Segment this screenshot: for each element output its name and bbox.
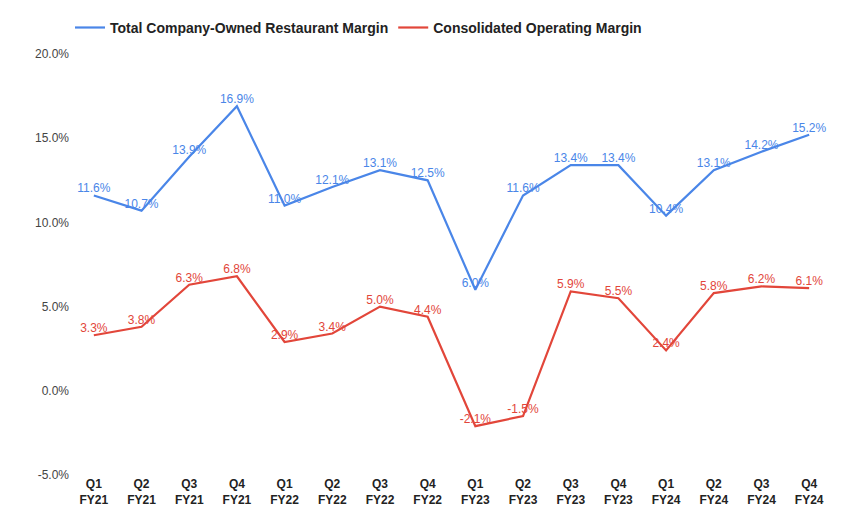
svg-text:Q3FY21: Q3FY21	[175, 477, 204, 507]
svg-text:6.8%: 6.8%	[223, 262, 251, 276]
svg-text:Q2FY21: Q2FY21	[127, 477, 156, 507]
svg-text:6.2%: 6.2%	[748, 272, 776, 286]
svg-text:-1.5%: -1.5%	[507, 402, 539, 416]
svg-text:10.7%: 10.7%	[125, 197, 159, 211]
svg-text:6.0%: 6.0%	[462, 276, 490, 290]
svg-text:14.2%: 14.2%	[744, 138, 778, 152]
svg-text:13.1%: 13.1%	[363, 156, 397, 170]
svg-text:3.8%: 3.8%	[128, 313, 156, 327]
svg-text:12.1%: 12.1%	[315, 173, 349, 187]
svg-text:12.5%: 12.5%	[411, 166, 445, 180]
svg-text:Q4FY23: Q4FY23	[604, 477, 633, 507]
svg-text:11.6%: 11.6%	[77, 181, 110, 195]
svg-text:5.8%: 5.8%	[700, 279, 728, 293]
svg-text:Q3FY22: Q3FY22	[366, 477, 395, 507]
svg-text:13.9%: 13.9%	[172, 143, 206, 157]
svg-text:Q2FY22: Q2FY22	[318, 477, 347, 507]
svg-text:2.4%: 2.4%	[652, 336, 680, 350]
svg-text:Consolidated Operating Margin: Consolidated Operating Margin	[433, 20, 641, 36]
svg-text:-2.1%: -2.1%	[460, 412, 492, 426]
svg-text:Q3FY24: Q3FY24	[747, 477, 776, 507]
svg-text:Q4FY22: Q4FY22	[413, 477, 442, 507]
svg-text:Q3FY23: Q3FY23	[556, 477, 585, 507]
svg-text:3.3%: 3.3%	[80, 321, 108, 335]
svg-text:Q2FY23: Q2FY23	[509, 477, 538, 507]
svg-text:20.0%: 20.0%	[35, 47, 69, 61]
svg-text:Q4FY24: Q4FY24	[795, 477, 824, 507]
svg-text:10.4%: 10.4%	[649, 202, 683, 216]
svg-text:5.0%: 5.0%	[42, 300, 70, 314]
svg-text:11.6%: 11.6%	[506, 181, 539, 195]
svg-text:-5.0%: -5.0%	[38, 468, 70, 482]
svg-text:5.9%: 5.9%	[557, 277, 585, 291]
svg-text:Q1FY23: Q1FY23	[461, 477, 490, 507]
svg-text:11.0%: 11.0%	[268, 192, 301, 206]
svg-text:5.5%: 5.5%	[605, 284, 633, 298]
svg-text:13.1%: 13.1%	[697, 156, 731, 170]
svg-text:Q2FY24: Q2FY24	[699, 477, 728, 507]
svg-text:15.2%: 15.2%	[792, 121, 826, 135]
svg-text:10.0%: 10.0%	[35, 216, 69, 230]
svg-text:15.0%: 15.0%	[35, 131, 69, 145]
svg-text:Q1FY22: Q1FY22	[270, 477, 299, 507]
svg-text:Total Company-Owned Restaurant: Total Company-Owned Restaurant Margin	[110, 20, 388, 36]
svg-text:0.0%: 0.0%	[42, 384, 70, 398]
svg-text:Q1FY24: Q1FY24	[652, 477, 681, 507]
svg-text:16.9%: 16.9%	[220, 92, 254, 106]
svg-text:4.4%: 4.4%	[414, 303, 442, 317]
svg-text:Q1FY21: Q1FY21	[79, 477, 108, 507]
svg-text:3.4%: 3.4%	[319, 320, 347, 334]
svg-text:2.9%: 2.9%	[271, 328, 299, 342]
svg-text:6.3%: 6.3%	[176, 271, 204, 285]
svg-text:5.0%: 5.0%	[366, 293, 394, 307]
svg-text:6.1%: 6.1%	[795, 274, 823, 288]
svg-text:13.4%: 13.4%	[554, 151, 588, 165]
svg-text:13.4%: 13.4%	[601, 151, 635, 165]
svg-text:Q4FY21: Q4FY21	[223, 477, 252, 507]
